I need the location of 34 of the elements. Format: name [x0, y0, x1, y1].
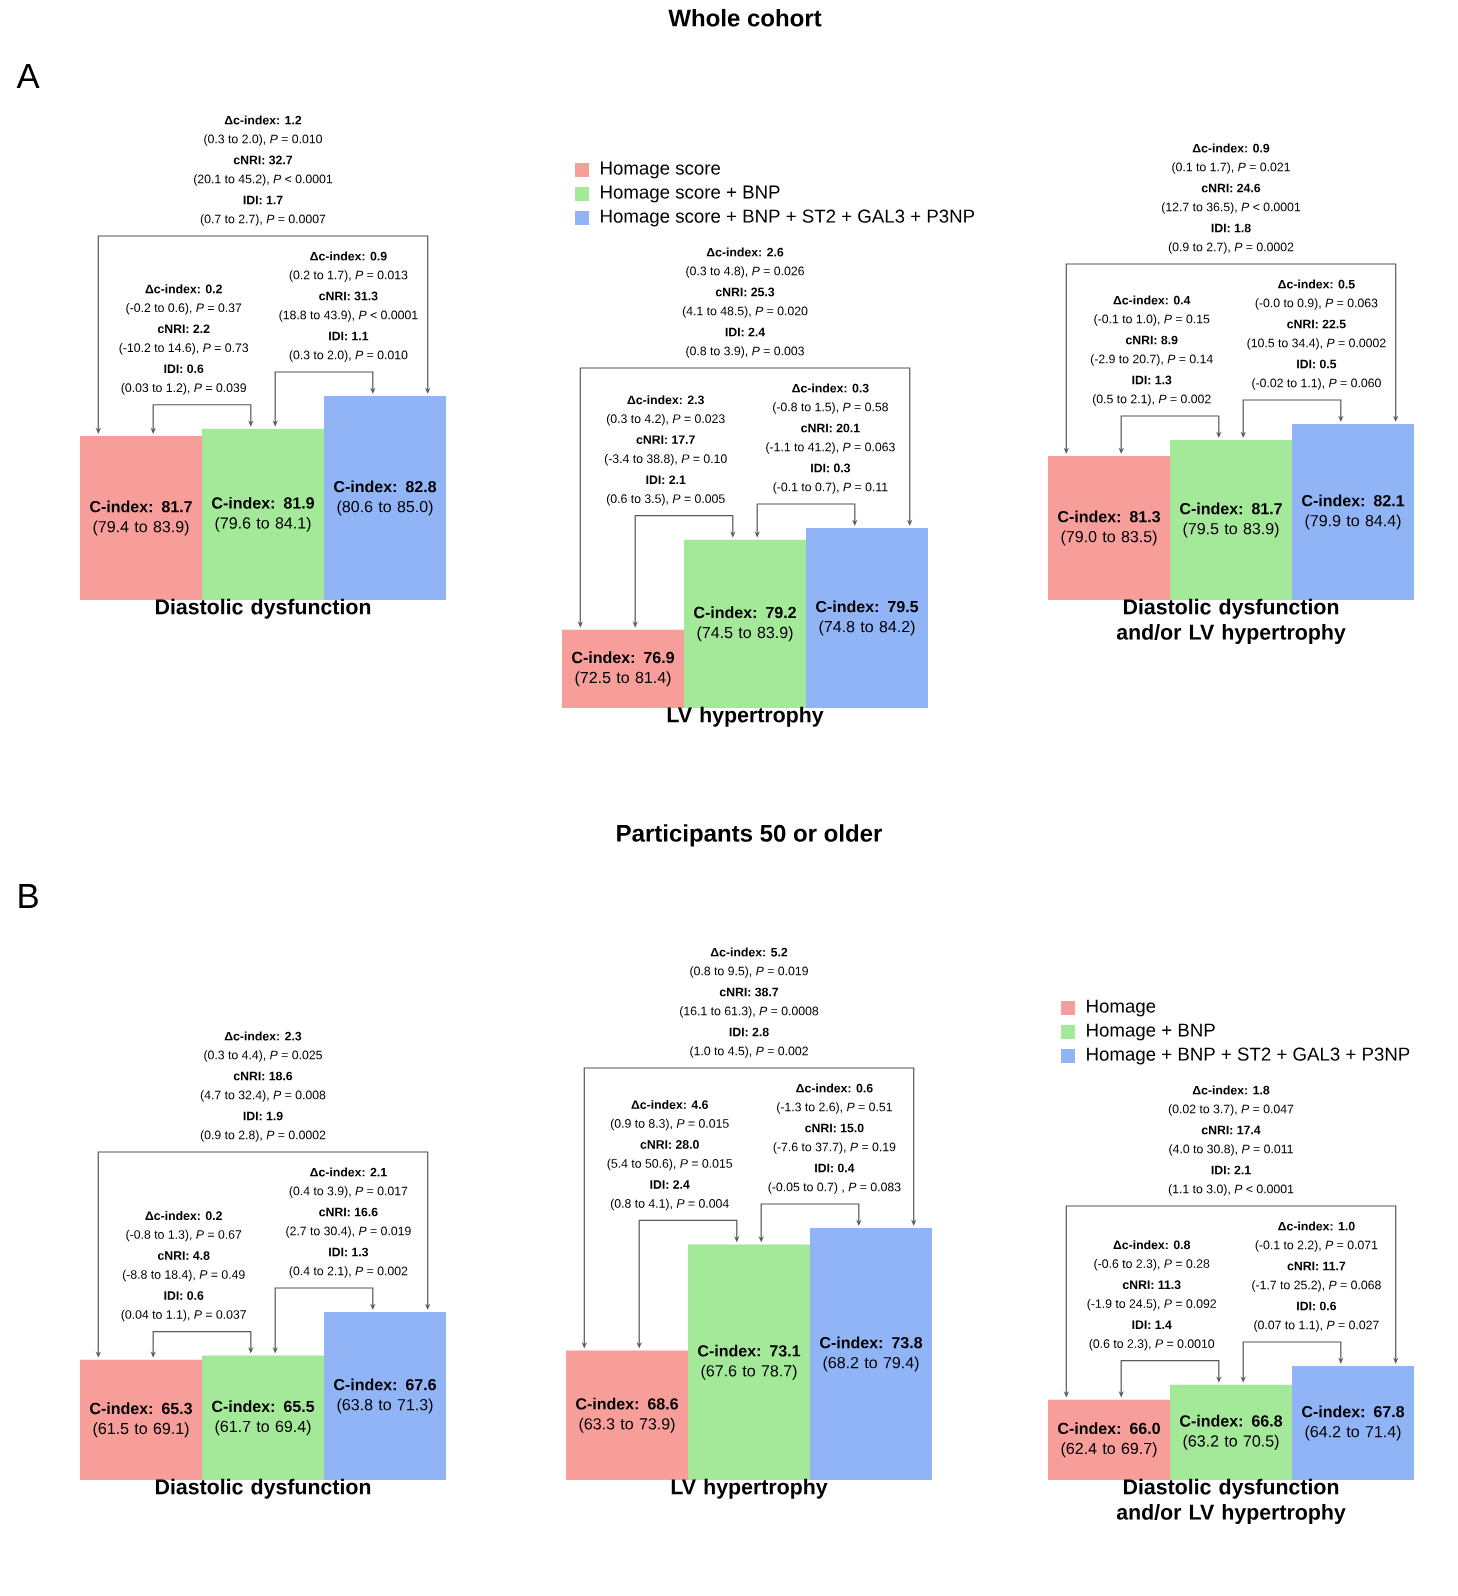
text: Homage score + BNP: [601, 185, 780, 203]
data-label: C-index: 65.5 (61.7 to 69.4): [212, 1400, 315, 1436]
data-label: C-index: 81.7 (79.4 to 83.9): [90, 500, 192, 536]
x-axis-title: Diastolic dysfunction and/or LV hypertrophy: [1116, 1478, 1346, 1524]
x-axis-title: Diastolic dysfunction and/or LV hypertrophy: [1116, 598, 1346, 644]
chart-title: Whole cohort: [668, 8, 822, 27]
text: Homage + BNP + ST2 + GAL3 + P3NP: [1087, 1047, 1410, 1065]
text: A: [16, 64, 40, 88]
data-label: C-index: 73.8 (68.2 to 79.4): [820, 1336, 923, 1372]
text: Homage score + BNP + ST2 + GAL3 + P3NP: [601, 209, 975, 227]
data-label: C-index: 73.1 (67.6 to 78.7): [698, 1344, 801, 1380]
x-axis-title: LV hypertrophy: [671, 1478, 828, 1499]
text: B: [19, 884, 38, 908]
data-label: C-index: 82.1 (79.9 to 84.4): [1302, 494, 1405, 530]
x-axis-title: Diastolic dysfunction: [155, 598, 371, 619]
x-axis-title: Diastolic dysfunction: [155, 1478, 371, 1499]
text: Homage + BNP: [1087, 1023, 1215, 1041]
data-label: C-index: 66.8 (63.2 to 70.5): [1180, 1414, 1283, 1450]
data-label: C-index: 67.6 (63.8 to 71.3): [334, 1378, 436, 1414]
data-label: C-index: 79.2 (74.5 to 83.9): [694, 606, 796, 642]
text: Homage score: [601, 161, 721, 179]
data-label: C-index: 82.8 (80.6 to 85.0): [334, 480, 437, 516]
data-label: C-index: 76.9 (72.5 to 81.4): [572, 651, 674, 687]
data-label: C-index: 81.9 (79.6 to 84.1): [212, 496, 314, 532]
x-axis-title: LV hypertrophy: [667, 706, 824, 727]
text: Homage: [1087, 999, 1156, 1017]
chart-title: Participants 50 or older: [617, 824, 883, 847]
data-label: C-index: 79.5 (74.8 to 84.2): [816, 600, 919, 636]
data-label: C-index: 67.8 (64.2 to 71.4): [1302, 1405, 1405, 1441]
data-label: C-index: 81.3 (79.0 to 83.5): [1058, 510, 1160, 546]
data-label: C-index: 66.0 (62.4 to 69.7): [1058, 1422, 1160, 1458]
data-label: C-index: 68.6 (63.3 to 73.9): [576, 1397, 678, 1433]
data-label: C-index: 81.7 (79.5 to 83.9): [1180, 502, 1282, 538]
data-label: C-index: 65.3 (61.5 to 69.1): [90, 1402, 192, 1438]
